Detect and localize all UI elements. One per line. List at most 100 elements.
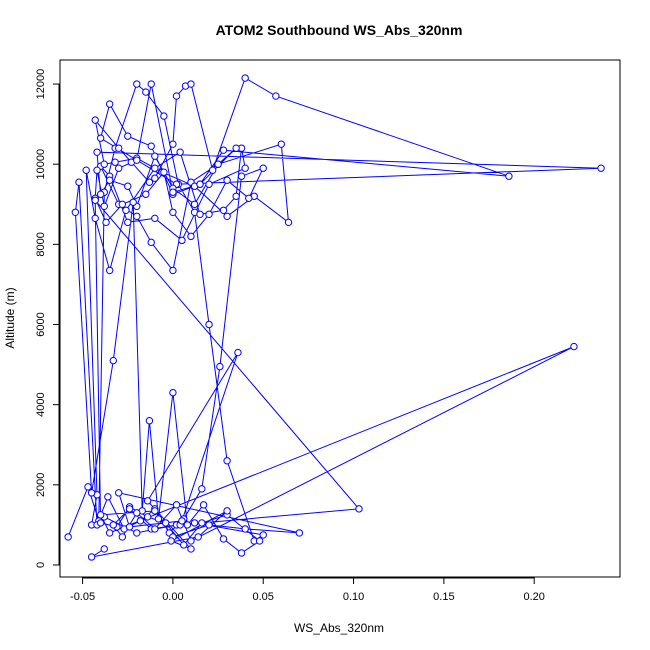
y-axis: 0 2000 4000 6000 8000 10000 12000 (35, 69, 60, 568)
data-point (151, 152, 159, 160)
data-point (223, 212, 231, 221)
data-point (104, 493, 112, 501)
data-point (147, 80, 155, 88)
data-point (187, 80, 195, 88)
data-point (259, 164, 267, 172)
data-point (196, 210, 204, 218)
data-point (505, 172, 513, 180)
data-point (355, 505, 363, 513)
data-point (147, 142, 155, 150)
data-point (84, 483, 92, 491)
data-point (172, 92, 181, 100)
data-point (198, 519, 206, 527)
x-axis-label: WS_Abs_320nm (294, 621, 384, 635)
data-point (109, 521, 117, 529)
y-axis-label: Altitude (m) (3, 287, 17, 348)
data-point (255, 537, 264, 545)
data-point (129, 198, 137, 206)
data-point (187, 545, 195, 553)
data-point (223, 457, 231, 465)
data-point (133, 212, 141, 221)
data-point (241, 525, 249, 533)
data-point (124, 182, 132, 190)
data-point (100, 160, 108, 168)
data-point (102, 218, 110, 227)
data-point (96, 190, 105, 198)
x-tick-label: 0.00 (162, 591, 183, 603)
data-point (176, 148, 184, 156)
data-point (178, 517, 186, 525)
data-point (124, 132, 132, 140)
y-tick-label: 6000 (35, 312, 47, 336)
data-point (237, 172, 246, 180)
data-point (142, 190, 150, 198)
y-tick-label: 10000 (35, 149, 47, 180)
data-point (161, 519, 170, 527)
data-point (205, 210, 213, 218)
data-point (105, 529, 114, 537)
data-point (570, 342, 578, 351)
data-point (190, 200, 199, 208)
data-point (133, 529, 141, 537)
data-point (234, 348, 242, 357)
data-point (208, 166, 217, 174)
data-point (214, 160, 222, 168)
data-point (223, 176, 231, 184)
y-tick-label: 4000 (35, 392, 47, 416)
data-point (124, 218, 132, 227)
data-point (105, 176, 114, 184)
data-point (96, 511, 105, 519)
data-point (199, 501, 208, 509)
data-point (169, 388, 177, 397)
data-point (145, 178, 154, 186)
data-point (100, 545, 108, 553)
data-point (111, 158, 119, 166)
data-point (205, 521, 213, 529)
data-point (96, 134, 105, 142)
data-point (172, 501, 181, 509)
data-point (187, 232, 195, 241)
data-point (96, 519, 105, 527)
y-tick-label: 0 (35, 562, 47, 568)
plot-frame (59, 59, 621, 578)
data-point (118, 533, 127, 541)
data-point (196, 180, 204, 188)
data-point (205, 320, 213, 329)
data-point (223, 507, 231, 515)
data-point (241, 74, 249, 82)
data-point (136, 517, 145, 525)
data-point (145, 416, 154, 425)
data-point (91, 116, 99, 124)
data-point (147, 238, 155, 247)
data-point (115, 489, 123, 497)
data-point (178, 236, 186, 245)
data-point (160, 168, 168, 176)
data-point (100, 202, 108, 210)
data-point (91, 214, 99, 223)
data-point (125, 523, 134, 531)
data-point (169, 140, 177, 148)
data-point (115, 164, 123, 172)
data-point (151, 164, 159, 172)
data-point (109, 356, 117, 365)
data-point (87, 553, 96, 561)
data-point (219, 206, 228, 214)
data-point (105, 100, 114, 108)
data-point (82, 166, 90, 174)
data-point (151, 214, 159, 223)
data-point (259, 531, 267, 539)
data-point (169, 208, 177, 216)
data-point (277, 140, 285, 148)
data-point (118, 200, 127, 208)
data-point (198, 485, 206, 493)
data-point (272, 92, 280, 100)
data-point (91, 196, 99, 204)
data-point (151, 507, 159, 515)
data-point (133, 80, 141, 88)
data-point (295, 529, 304, 537)
data-point (105, 266, 114, 275)
data-point (143, 497, 152, 505)
x-tick-label: 0.15 (433, 591, 454, 603)
data-point (125, 505, 134, 513)
